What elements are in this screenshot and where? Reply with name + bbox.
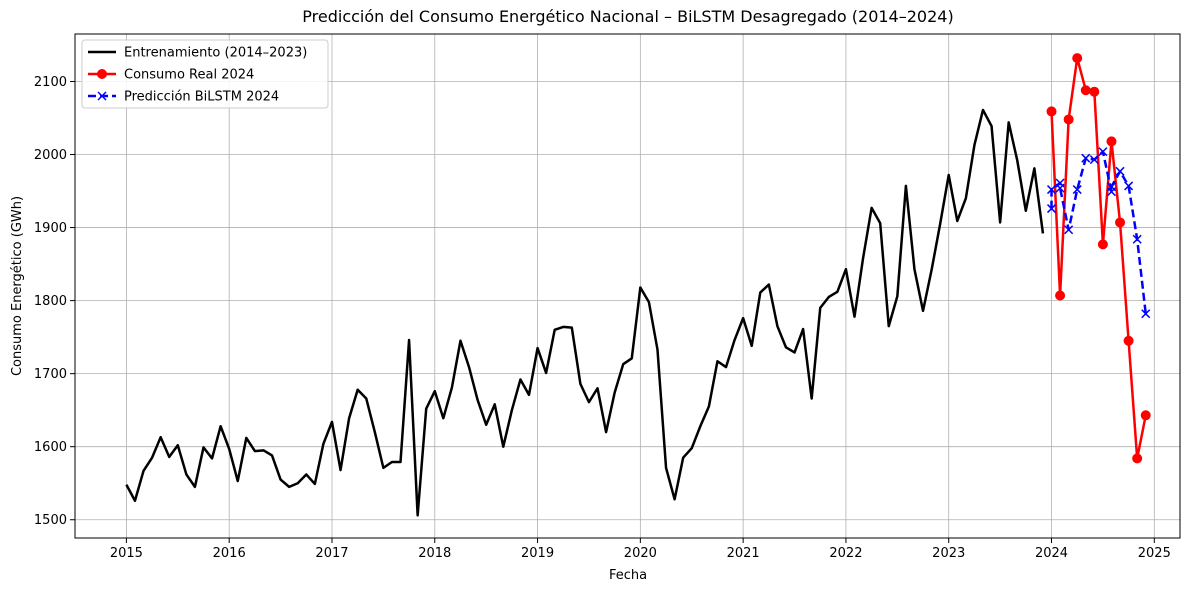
y-tick-label: 1800	[34, 294, 67, 309]
data-point	[1081, 153, 1091, 163]
legend-marker	[97, 69, 107, 79]
x-tick-label: 2019	[521, 546, 554, 561]
x-tick-label: 2020	[624, 546, 657, 561]
x-tick-label: 2024	[1035, 546, 1068, 561]
data-point	[1115, 166, 1125, 176]
data-point	[1124, 181, 1134, 191]
data-point	[1115, 217, 1126, 228]
data-point	[1072, 53, 1083, 64]
data-point	[1106, 182, 1117, 192]
data-point	[1132, 234, 1142, 244]
y-tick-label: 1900	[34, 221, 67, 236]
y-tick-label: 1700	[34, 367, 67, 382]
legend-label: Predicción BiLSTM 2024	[124, 90, 279, 105]
x-axis-label: Fecha	[609, 568, 647, 583]
data-point	[1132, 453, 1143, 464]
x-tick-label: 2015	[110, 546, 143, 561]
data-point	[1123, 335, 1134, 346]
y-tick-label: 1600	[34, 440, 67, 455]
data-point	[1097, 239, 1108, 250]
series-layer	[125, 53, 1151, 517]
x-axis-ticks: 2015 2016 2017 2018 2019 2020 2021 2022 2023 2024…	[110, 538, 1171, 561]
data-point	[1046, 204, 1057, 214]
y-axis-label: Consumo Energético (GWh)	[10, 196, 25, 376]
series-line	[125, 108, 1045, 517]
x-tick-label: 2016	[213, 546, 246, 561]
series-line	[1050, 56, 1147, 460]
data-point	[1080, 85, 1091, 96]
data-point	[1141, 309, 1151, 319]
grid-lines	[75, 34, 1180, 538]
legend-label: Entrenamiento (2014–2023)	[124, 46, 307, 61]
y-axis-ticks: 1500 1600 1700 1800 1900 2000 2100	[34, 75, 75, 528]
legend-label: Consumo Real 2024	[124, 68, 254, 83]
x-tick-label: 2023	[932, 546, 965, 561]
data-point	[1140, 410, 1151, 421]
x-tick-label: 2022	[829, 546, 862, 561]
data-point	[1063, 114, 1074, 125]
chart-title: Predicción del Consumo Energético Nacion…	[302, 7, 953, 26]
x-tick-label: 2021	[727, 546, 760, 561]
data-point	[1106, 136, 1117, 147]
data-point	[1089, 86, 1100, 97]
data-point	[1072, 185, 1082, 195]
data-point	[1098, 147, 1108, 157]
series-2	[1046, 147, 1151, 319]
legend-marker	[97, 91, 107, 101]
legend-frame	[81, 39, 329, 109]
y-tick-label: 1500	[34, 513, 67, 528]
legend: Entrenamiento (2014–2023) Consumo Real 20…	[81, 39, 329, 109]
data-point	[1046, 106, 1057, 117]
y-tick-label: 2100	[34, 75, 67, 90]
data-point	[1055, 290, 1066, 301]
x-tick-label: 2017	[315, 546, 348, 561]
x-tick-label: 2018	[418, 546, 451, 561]
series-0	[125, 108, 1045, 517]
x-tick-label: 2025	[1138, 546, 1171, 561]
y-tick-label: 2000	[34, 148, 67, 163]
series-1	[1046, 53, 1151, 464]
data-point	[1064, 225, 1074, 235]
data-point	[1046, 185, 1057, 195]
plot-frame	[74, 33, 1181, 539]
data-point	[1089, 155, 1099, 165]
data-point	[1055, 183, 1065, 193]
